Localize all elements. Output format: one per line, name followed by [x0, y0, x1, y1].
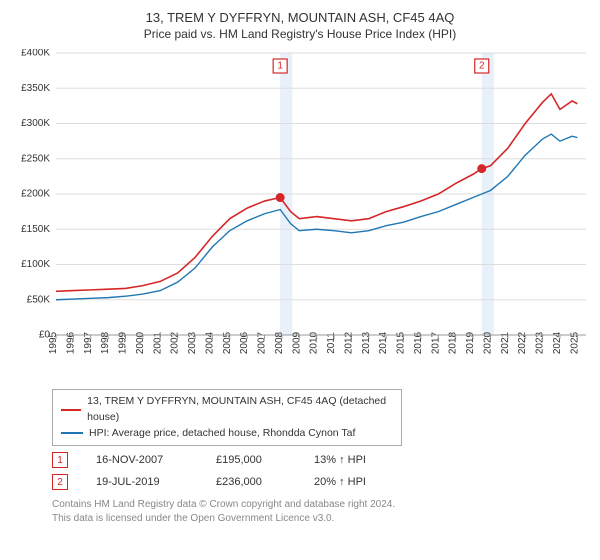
sale-date: 19-JUL-2019 — [96, 476, 188, 488]
sale-row: 2 19-JUL-2019 £236,000 20% ↑ HPI — [52, 474, 592, 490]
sale-pct: 13% ↑ HPI — [314, 454, 366, 466]
svg-text:£350K: £350K — [21, 83, 50, 94]
svg-text:2: 2 — [479, 61, 485, 72]
sale-date: 16-NOV-2007 — [96, 454, 188, 466]
legend-label: 13, TREM Y DYFFRYN, MOUNTAIN ASH, CF45 4… — [87, 394, 393, 426]
svg-text:£300K: £300K — [21, 118, 50, 129]
page-title: 13, TREM Y DYFFRYN, MOUNTAIN ASH, CF45 4… — [8, 10, 592, 25]
sale-pct: 20% ↑ HPI — [314, 476, 366, 488]
sale-row: 1 16-NOV-2007 £195,000 13% ↑ HPI — [52, 452, 592, 468]
sale-marker: 2 — [52, 474, 68, 490]
svg-text:£400K: £400K — [21, 49, 50, 59]
svg-text:£100K: £100K — [21, 259, 50, 270]
sale-marker: 1 — [52, 452, 68, 468]
sales-table: 1 16-NOV-2007 £195,000 13% ↑ HPI 2 19-JUL-201… — [52, 452, 592, 490]
chart-legend: 13, TREM Y DYFFRYN, MOUNTAIN ASH, CF45 4… — [52, 389, 402, 446]
price-chart: £0£50K£100K£150K£200K£250K£300K£350K£400… — [8, 49, 592, 379]
footer-line: Contains HM Land Registry data © Crown c… — [52, 498, 592, 512]
footer-attribution: Contains HM Land Registry data © Crown c… — [52, 498, 592, 525]
svg-text:£250K: £250K — [21, 153, 50, 164]
svg-text:1: 1 — [277, 61, 283, 72]
page-subtitle: Price paid vs. HM Land Registry's House … — [8, 27, 592, 41]
legend-label: HPI: Average price, detached house, Rhon… — [89, 426, 355, 442]
svg-text:£200K: £200K — [21, 189, 50, 200]
footer-line: This data is licensed under the Open Gov… — [52, 512, 592, 526]
legend-swatch — [61, 432, 83, 434]
legend-swatch — [61, 409, 81, 411]
sale-price: £236,000 — [216, 476, 286, 488]
legend-item-hpi: HPI: Average price, detached house, Rhon… — [61, 426, 393, 442]
sale-price: £195,000 — [216, 454, 286, 466]
svg-text:£150K: £150K — [21, 224, 50, 235]
svg-text:£50K: £50K — [27, 294, 51, 305]
legend-item-property: 13, TREM Y DYFFRYN, MOUNTAIN ASH, CF45 4… — [61, 394, 393, 426]
